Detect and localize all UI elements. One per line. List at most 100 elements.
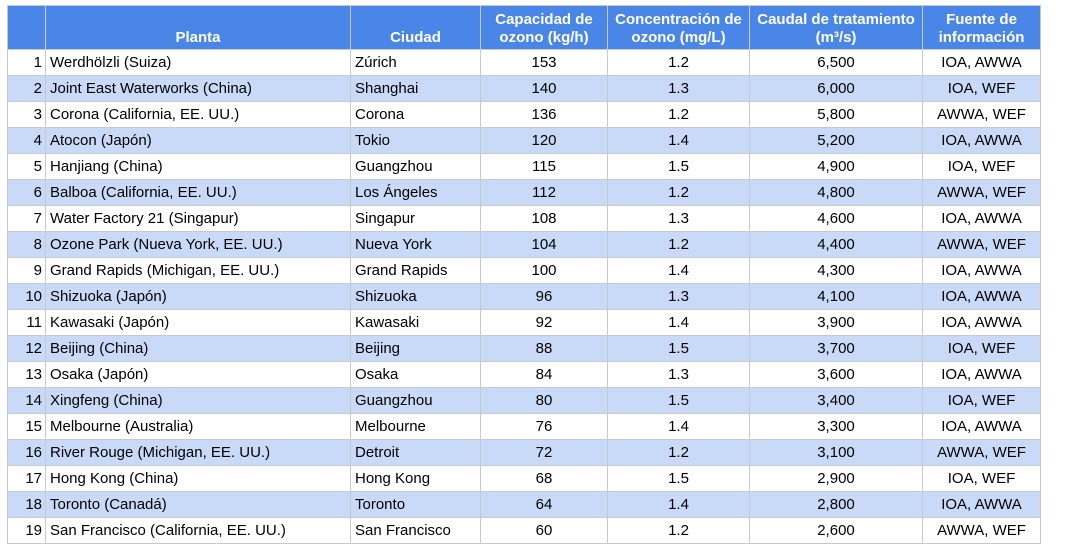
cell-capacity[interactable]: 104 [480,231,608,258]
cell-number[interactable]: 17 [7,465,46,492]
cell-source[interactable]: IOA, AWWA [922,361,1041,388]
cell-concentration[interactable]: 1.2 [607,231,750,258]
cell-capacity[interactable]: 84 [480,361,608,388]
cell-concentration[interactable]: 1.5 [607,387,750,414]
header-capacity[interactable]: Capacidad de ozono (kg/h) [480,5,608,50]
cell-flow[interactable]: 6,000 [749,75,923,102]
cell-plant[interactable]: Shizuoka (Japón) [45,283,351,310]
cell-source[interactable]: AWWA, WEF [922,231,1041,258]
cell-number[interactable]: 1 [7,49,46,76]
cell-plant[interactable]: Water Factory 21 (Singapur) [45,205,351,232]
cell-capacity[interactable]: 115 [480,153,608,180]
cell-concentration[interactable]: 1.4 [607,257,750,284]
cell-capacity[interactable]: 60 [480,517,608,544]
cell-concentration[interactable]: 1.2 [607,179,750,206]
cell-flow[interactable]: 3,300 [749,413,923,440]
cell-city[interactable]: Los Ángeles [350,179,481,206]
cell-capacity[interactable]: 76 [480,413,608,440]
cell-plant[interactable]: Werdhölzli (Suiza) [45,49,351,76]
cell-city[interactable]: Guangzhou [350,387,481,414]
cell-source[interactable]: AWWA, WEF [922,517,1041,544]
cell-plant[interactable]: Hong Kong (China) [45,465,351,492]
cell-concentration[interactable]: 1.5 [607,335,750,362]
cell-city[interactable]: Shanghai [350,75,481,102]
cell-city[interactable]: Toronto [350,491,481,518]
cell-source[interactable]: IOA, WEF [922,75,1041,102]
cell-city[interactable]: Melbourne [350,413,481,440]
cell-city[interactable]: Guangzhou [350,153,481,180]
cell-flow[interactable]: 5,200 [749,127,923,154]
cell-concentration[interactable]: 1.3 [607,205,750,232]
cell-capacity[interactable]: 140 [480,75,608,102]
cell-flow[interactable]: 4,400 [749,231,923,258]
cell-concentration[interactable]: 1.5 [607,465,750,492]
cell-concentration[interactable]: 1.2 [607,439,750,466]
cell-source[interactable]: IOA, WEF [922,153,1041,180]
cell-capacity[interactable]: 153 [480,49,608,76]
cell-city[interactable]: Kawasaki [350,309,481,336]
cell-number[interactable]: 16 [7,439,46,466]
cell-concentration[interactable]: 1.2 [607,101,750,128]
cell-plant[interactable]: Joint East Waterworks (China) [45,75,351,102]
cell-plant[interactable]: San Francisco (California, EE. UU.) [45,517,351,544]
cell-flow[interactable]: 3,900 [749,309,923,336]
cell-source[interactable]: IOA, AWWA [922,205,1041,232]
header-city[interactable]: Ciudad [350,5,481,50]
cell-number[interactable]: 8 [7,231,46,258]
cell-concentration[interactable]: 1.3 [607,75,750,102]
cell-number[interactable]: 3 [7,101,46,128]
cell-plant[interactable]: Hanjiang (China) [45,153,351,180]
cell-flow[interactable]: 3,400 [749,387,923,414]
cell-flow[interactable]: 2,800 [749,491,923,518]
cell-plant[interactable]: Balboa (California, EE. UU.) [45,179,351,206]
cell-capacity[interactable]: 88 [480,335,608,362]
cell-plant[interactable]: Grand Rapids (Michigan, EE. UU.) [45,257,351,284]
cell-concentration[interactable]: 1.4 [607,127,750,154]
cell-city[interactable]: Corona [350,101,481,128]
cell-source[interactable]: IOA, WEF [922,465,1041,492]
cell-number[interactable]: 13 [7,361,46,388]
cell-concentration[interactable]: 1.2 [607,49,750,76]
cell-concentration[interactable]: 1.3 [607,361,750,388]
cell-concentration[interactable]: 1.3 [607,283,750,310]
cell-plant[interactable]: Toronto (Canadá) [45,491,351,518]
cell-concentration[interactable]: 1.5 [607,153,750,180]
cell-flow[interactable]: 3,600 [749,361,923,388]
cell-city[interactable]: Zúrich [350,49,481,76]
cell-number[interactable]: 11 [7,309,46,336]
cell-capacity[interactable]: 80 [480,387,608,414]
cell-source[interactable]: AWWA, WEF [922,179,1041,206]
cell-flow[interactable]: 4,100 [749,283,923,310]
header-concentration[interactable]: Concentración de ozono (mg/L) [607,5,750,50]
cell-capacity[interactable]: 112 [480,179,608,206]
cell-flow[interactable]: 4,600 [749,205,923,232]
cell-number[interactable]: 5 [7,153,46,180]
cell-source[interactable]: IOA, AWWA [922,413,1041,440]
cell-plant[interactable]: Osaka (Japón) [45,361,351,388]
cell-flow[interactable]: 4,900 [749,153,923,180]
cell-city[interactable]: Singapur [350,205,481,232]
cell-city[interactable]: Hong Kong [350,465,481,492]
header-flow[interactable]: Caudal de tratamiento (m³/s) [749,5,923,50]
cell-source[interactable]: IOA, AWWA [922,49,1041,76]
cell-number[interactable]: 2 [7,75,46,102]
cell-number[interactable]: 6 [7,179,46,206]
cell-concentration[interactable]: 1.4 [607,491,750,518]
cell-plant[interactable]: Beijing (China) [45,335,351,362]
cell-number[interactable]: 4 [7,127,46,154]
cell-flow[interactable]: 5,800 [749,101,923,128]
cell-plant[interactable]: Kawasaki (Japón) [45,309,351,336]
cell-capacity[interactable]: 72 [480,439,608,466]
cell-concentration[interactable]: 1.4 [607,413,750,440]
cell-city[interactable]: Osaka [350,361,481,388]
cell-number[interactable]: 19 [7,517,46,544]
cell-number[interactable]: 9 [7,257,46,284]
cell-source[interactable]: AWWA, WEF [922,439,1041,466]
header-plant[interactable]: Planta [45,5,351,50]
cell-city[interactable]: Tokio [350,127,481,154]
cell-city[interactable]: Detroit [350,439,481,466]
cell-capacity[interactable]: 100 [480,257,608,284]
cell-capacity[interactable]: 136 [480,101,608,128]
cell-flow[interactable]: 2,600 [749,517,923,544]
cell-flow[interactable]: 4,800 [749,179,923,206]
